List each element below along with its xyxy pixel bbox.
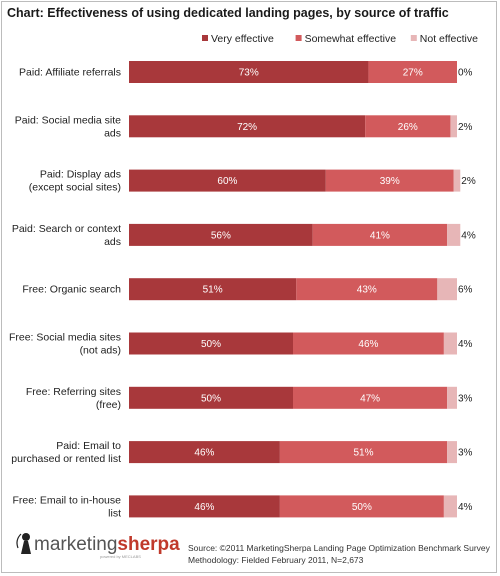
category-label-6-line-1: Free: Social media sites (9, 332, 121, 344)
category-label-2-line-2: ads (104, 127, 121, 139)
data-label-somewhat-effective-8: 51% (354, 448, 374, 459)
bar-somewhat-effective-8 (279, 441, 448, 464)
data-label-not-effective-5: 6% (458, 285, 473, 296)
data-label-somewhat-effective-3: 39% (380, 176, 400, 187)
data-label-very-effective-1: 73% (239, 68, 259, 79)
data-label-very-effective-2: 72% (237, 122, 257, 133)
legend-swatch-somewhat-effective (295, 35, 302, 41)
data-label-not-effective-4: 4% (461, 230, 476, 241)
legend: Very effective Somewhat effective Not effe… (202, 33, 478, 45)
svg-text:marketingsherpa: marketingsherpa (34, 534, 180, 555)
category-label-2-line-1: Paid: Social media site (15, 114, 121, 126)
category-label-7-line-2: (free) (96, 399, 121, 411)
legend-label-very-effective: Very effective (211, 33, 274, 45)
data-label-somewhat-effective-2: 26% (398, 122, 418, 133)
bar-somewhat-effective-2 (365, 115, 451, 138)
bar-very-effective-9 (129, 495, 280, 518)
category-label-5: Free: Organic search (22, 284, 121, 296)
category-label-1: Paid: Affiliate referrals (19, 67, 121, 79)
bar-very-effective-2 (129, 115, 366, 138)
data-label-not-effective-6: 4% (458, 339, 473, 350)
data-label-not-effective-9: 4% (458, 502, 473, 513)
data-label-not-effective-2: 2% (458, 122, 473, 133)
category-label-9-line-1: Free: Email to in-house (12, 494, 121, 506)
chart-title: Chart: Effectiveness of using dedicated … (7, 6, 449, 20)
bar-very-effective-5 (129, 278, 297, 301)
methodology-line: Methodology: Fielded February 2011, N=2,… (188, 555, 364, 565)
data-label-somewhat-effective-9: 50% (352, 502, 372, 513)
bar-very-effective-7 (129, 386, 293, 409)
category-label-6-line-2: (not ads) (80, 345, 121, 357)
bar-not-effective-6 (443, 332, 457, 355)
marketingsherpa-logo: marketingsherpa powered by MECLABS (16, 533, 180, 559)
bar-not-effective-8 (447, 441, 457, 464)
bar-very-effective-6 (129, 332, 293, 355)
bars-group: 73% 27% 0% 72% 26% 2% 60% 39% 2% 56% 41% 4% 51% 43% 6%… (129, 61, 476, 518)
category-label-8-line-2: purchased or rented list (11, 453, 121, 465)
category-labels: Paid: Affiliate referrals Paid: Social me… (9, 67, 121, 520)
data-label-not-effective-1: 0% (458, 68, 473, 79)
bar-not-effective-2 (450, 115, 457, 138)
bar-very-effective-1 (129, 61, 369, 83)
data-label-very-effective-6: 50% (201, 339, 221, 350)
data-label-very-effective-3: 60% (217, 176, 237, 187)
category-label-7-line-1: Free: Referring sites (26, 386, 121, 398)
bar-not-effective-3 (453, 169, 461, 192)
bar-very-effective-4 (129, 223, 313, 246)
bar-somewhat-effective-9 (279, 495, 444, 518)
sherpa-figure-icon (16, 533, 31, 554)
bar-somewhat-effective-7 (293, 386, 448, 409)
legend-label-somewhat-effective: Somewhat effective (305, 33, 397, 45)
category-label-9-line-2: list (108, 507, 121, 519)
data-label-somewhat-effective-1: 27% (403, 68, 423, 79)
legend-swatch-not-effective (410, 35, 417, 41)
bar-very-effective-3 (129, 169, 326, 192)
bar-not-effective-4 (447, 223, 461, 246)
legend-swatch-very-effective (202, 35, 208, 41)
category-label-3-line-1: Paid: Display ads (40, 169, 121, 181)
bar-not-effective-7 (447, 386, 457, 409)
bar-not-effective-9 (443, 495, 457, 518)
logo-prefix: marketing (34, 534, 117, 555)
data-label-very-effective-4: 56% (211, 230, 231, 241)
bar-somewhat-effective-6 (293, 332, 444, 355)
bar-somewhat-effective-3 (325, 169, 454, 192)
data-label-not-effective-8: 3% (458, 448, 473, 459)
category-label-8-line-1: Paid: Email to (56, 440, 121, 452)
bar-not-effective-5 (437, 278, 457, 301)
data-label-somewhat-effective-5: 43% (357, 285, 377, 296)
data-label-not-effective-3: 2% (461, 176, 476, 187)
logo-tagline: powered by MECLABS (100, 554, 141, 559)
data-label-very-effective-8: 46% (194, 448, 214, 459)
bar-somewhat-effective-4 (312, 223, 448, 246)
legend-label-not-effective: Not effective (420, 33, 478, 45)
data-label-very-effective-9: 46% (194, 502, 214, 513)
bar-very-effective-8 (129, 441, 280, 464)
data-label-very-effective-7: 50% (201, 393, 221, 404)
source-line: Source: ©2011 MarketingSherpa Landing Pa… (188, 543, 491, 553)
category-label-4-line-2: ads (104, 236, 121, 248)
category-label-3-line-2: (except social sites) (29, 182, 121, 194)
category-label-4-line-1: Paid: Search or context (12, 223, 121, 235)
data-label-very-effective-5: 51% (203, 285, 223, 296)
data-label-not-effective-7: 3% (458, 393, 473, 404)
bar-somewhat-effective-1 (368, 61, 457, 83)
data-label-somewhat-effective-6: 46% (358, 339, 378, 350)
logo-suffix: sherpa (117, 534, 180, 555)
bar-somewhat-effective-5 (296, 278, 438, 301)
data-label-somewhat-effective-7: 47% (360, 393, 380, 404)
data-label-somewhat-effective-4: 41% (370, 230, 390, 241)
